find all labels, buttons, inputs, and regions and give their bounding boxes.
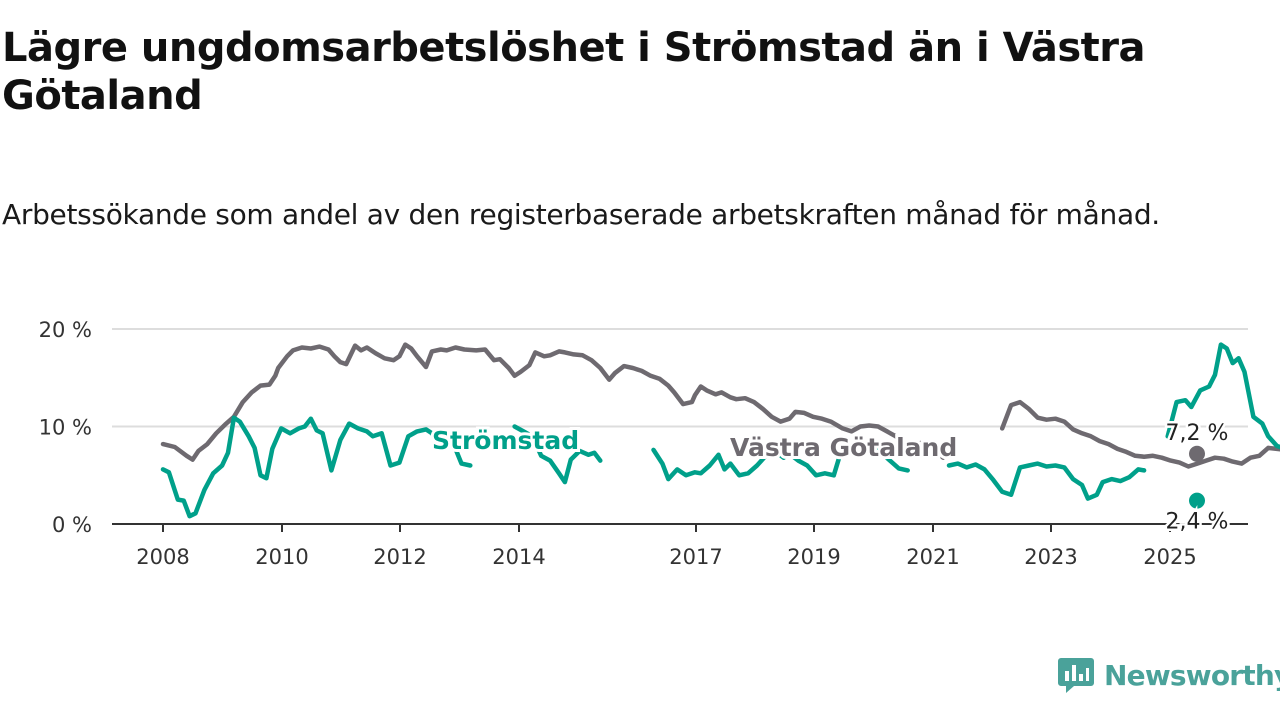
x-tick-label: 2014 — [492, 545, 545, 569]
series-labels: 7,2 % Västra Götaland 2,4 % Strömstad — [429, 418, 1231, 537]
chart-subtitle: Arbetssökande som andel av den registerb… — [2, 198, 1160, 231]
y-tick-label: 20 % — [39, 318, 92, 342]
newsworthy-logo: Newsworthy — [1058, 654, 1280, 696]
x-axis: 2008 2010 2012 2014 2017 2019 2021 2023 2025 — [112, 523, 1248, 569]
x-tick-label: 2021 — [906, 545, 959, 569]
y-tick-label: 0 % — [52, 513, 92, 537]
series-line-stromstad — [160, 415, 473, 519]
chart-title: Lägre ungdomsarbetslöshet i Strömstad än… — [2, 25, 1146, 119]
series-end-marker — [1189, 492, 1205, 509]
y-axis-tick-labels: 0 % 10 % 20 % — [39, 318, 92, 537]
x-tick-label: 2025 — [1143, 545, 1196, 569]
series-end-label: 7,2 % — [1166, 421, 1229, 446]
series-name-label: Strömstad — [432, 426, 579, 455]
newsworthy-logo-icon — [1058, 658, 1094, 693]
series-end-label: 2,4 % — [1166, 510, 1229, 535]
x-tick-label: 2010 — [255, 545, 308, 569]
series-line-stromstad — [512, 424, 603, 485]
x-tick-label: 2019 — [787, 545, 840, 569]
series-line-vastra-gotaland — [160, 342, 946, 462]
series-line-stromstad — [1165, 342, 1280, 450]
x-tick-label: 2017 — [669, 545, 722, 569]
series-line-vastra-gotaland — [999, 399, 1280, 469]
x-tick-label: 2008 — [136, 545, 189, 569]
series-line-stromstad — [946, 461, 1147, 501]
logo-text: Newsworthy — [1104, 658, 1280, 692]
series-line-stromstad — [651, 440, 910, 482]
grid-lines — [112, 328, 1248, 428]
x-tick-label: 2012 — [373, 545, 426, 569]
y-tick-label: 10 % — [39, 416, 92, 440]
x-tick-label: 2023 — [1024, 545, 1077, 569]
series-end-marker — [1189, 445, 1205, 462]
series-lines — [160, 342, 1280, 519]
series-name-label: Västra Götaland — [730, 433, 957, 462]
